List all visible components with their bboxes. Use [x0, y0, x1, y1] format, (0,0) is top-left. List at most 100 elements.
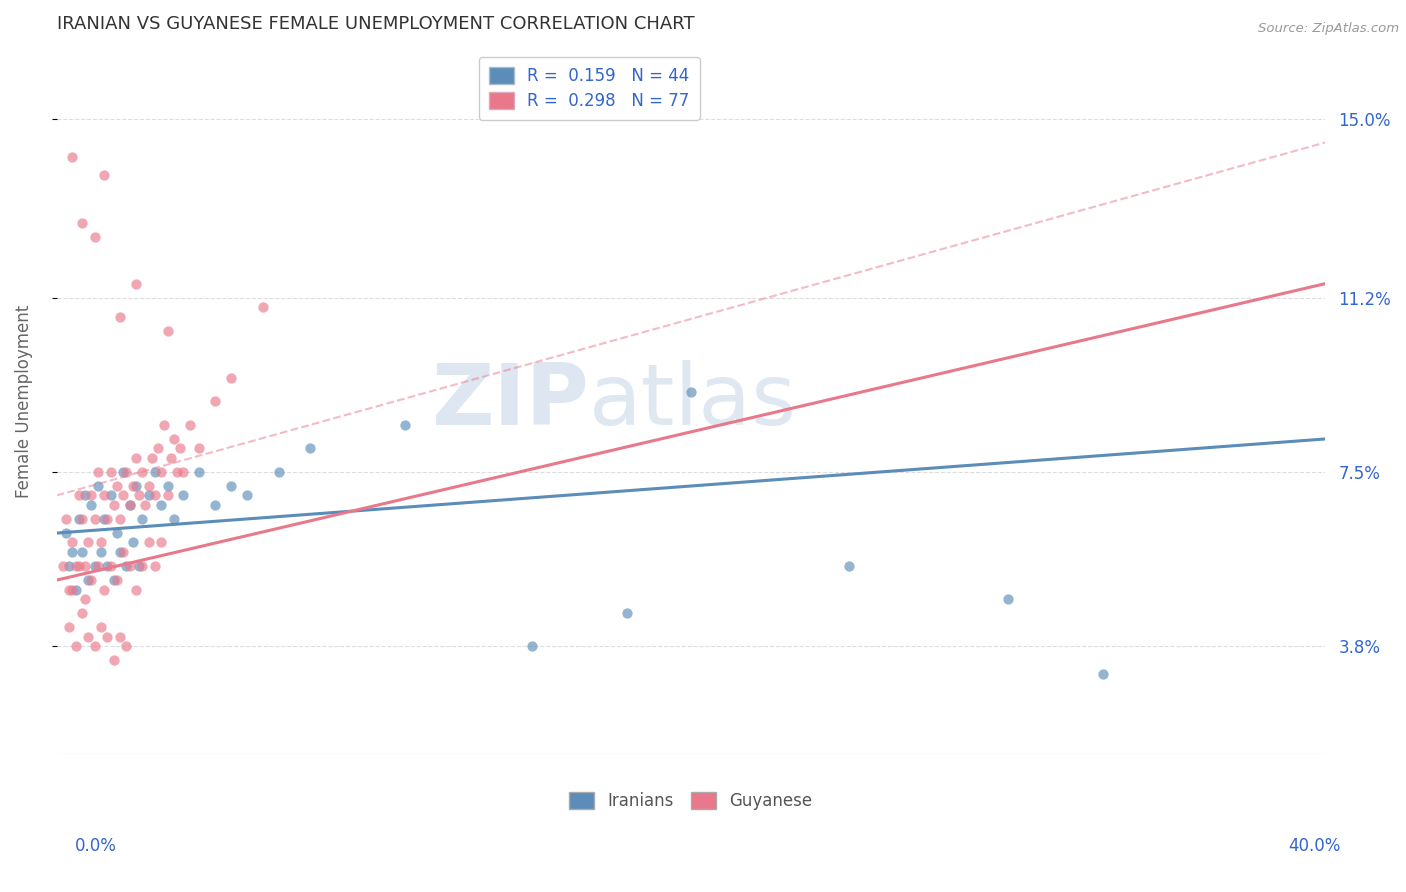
Point [219, 371, 242, 385]
Point [125, 277, 148, 291]
Point [55, 512, 77, 526]
Point [838, 559, 860, 574]
Point [58, 620, 80, 634]
Point [204, 498, 226, 512]
Legend: Iranians, Guyanese: Iranians, Guyanese [562, 785, 818, 816]
Point [138, 488, 160, 502]
Point [55, 526, 77, 541]
Point [166, 465, 188, 479]
Point [169, 442, 191, 456]
Point [77, 573, 100, 587]
Point [267, 465, 290, 479]
Point [679, 384, 702, 399]
Point [143, 559, 166, 574]
Point [108, 630, 131, 644]
Point [121, 535, 143, 549]
Point [138, 479, 160, 493]
Point [75, 591, 97, 606]
Point [188, 465, 211, 479]
Point [90, 620, 112, 634]
Point [105, 573, 128, 587]
Point [118, 559, 141, 574]
Point [83, 639, 105, 653]
Text: 40.0%: 40.0% [1288, 837, 1341, 855]
Point [87, 479, 110, 493]
Point [93, 512, 115, 526]
Text: Source: ZipAtlas.com: Source: ZipAtlas.com [1258, 22, 1399, 36]
Point [62, 545, 84, 559]
Point [77, 535, 100, 549]
Point [118, 498, 141, 512]
Point [108, 512, 131, 526]
Point [93, 169, 115, 183]
Point [58, 559, 80, 574]
Point [96, 559, 118, 574]
Text: ZIP: ZIP [432, 359, 589, 442]
Text: atlas: atlas [589, 359, 797, 442]
Point [62, 150, 84, 164]
Point [100, 488, 122, 502]
Point [121, 479, 143, 493]
Point [93, 582, 115, 597]
Point [90, 535, 112, 549]
Point [299, 442, 322, 456]
Point [90, 545, 112, 559]
Point [75, 559, 97, 574]
Point [128, 559, 150, 574]
Point [138, 535, 160, 549]
Point [115, 465, 138, 479]
Y-axis label: Female Unemployment: Female Unemployment [15, 305, 32, 498]
Point [52, 559, 75, 574]
Point [159, 450, 181, 465]
Point [163, 512, 186, 526]
Point [83, 229, 105, 244]
Point [997, 591, 1019, 606]
Point [105, 479, 128, 493]
Point [153, 417, 176, 432]
Point [156, 479, 179, 493]
Point [131, 512, 153, 526]
Text: IRANIAN VS GUYANESE FEMALE UNEMPLOYMENT CORRELATION CHART: IRANIAN VS GUYANESE FEMALE UNEMPLOYMENT … [56, 15, 695, 33]
Point [103, 653, 125, 667]
Point [83, 512, 105, 526]
Point [103, 573, 125, 587]
Point [108, 310, 131, 324]
Point [188, 442, 211, 456]
Point [236, 488, 259, 502]
Point [150, 535, 173, 549]
Point [616, 606, 638, 620]
Point [125, 582, 148, 597]
Point [70, 545, 93, 559]
Point [141, 450, 163, 465]
Point [87, 559, 110, 574]
Point [394, 417, 416, 432]
Point [62, 535, 84, 549]
Point [108, 545, 131, 559]
Point [172, 465, 194, 479]
Point [163, 432, 186, 446]
Point [125, 479, 148, 493]
Point [204, 394, 226, 409]
Point [100, 465, 122, 479]
Point [179, 417, 201, 432]
Point [65, 582, 87, 597]
Point [65, 639, 87, 653]
Point [118, 498, 141, 512]
Point [75, 488, 97, 502]
Text: 0.0%: 0.0% [75, 837, 117, 855]
Point [128, 488, 150, 502]
Point [58, 582, 80, 597]
Point [87, 465, 110, 479]
Point [252, 300, 274, 314]
Point [131, 465, 153, 479]
Point [103, 498, 125, 512]
Point [143, 488, 166, 502]
Point [115, 639, 138, 653]
Point [83, 559, 105, 574]
Point [62, 582, 84, 597]
Point [70, 606, 93, 620]
Point [70, 215, 93, 229]
Point [80, 573, 103, 587]
Point [522, 639, 544, 653]
Point [156, 324, 179, 338]
